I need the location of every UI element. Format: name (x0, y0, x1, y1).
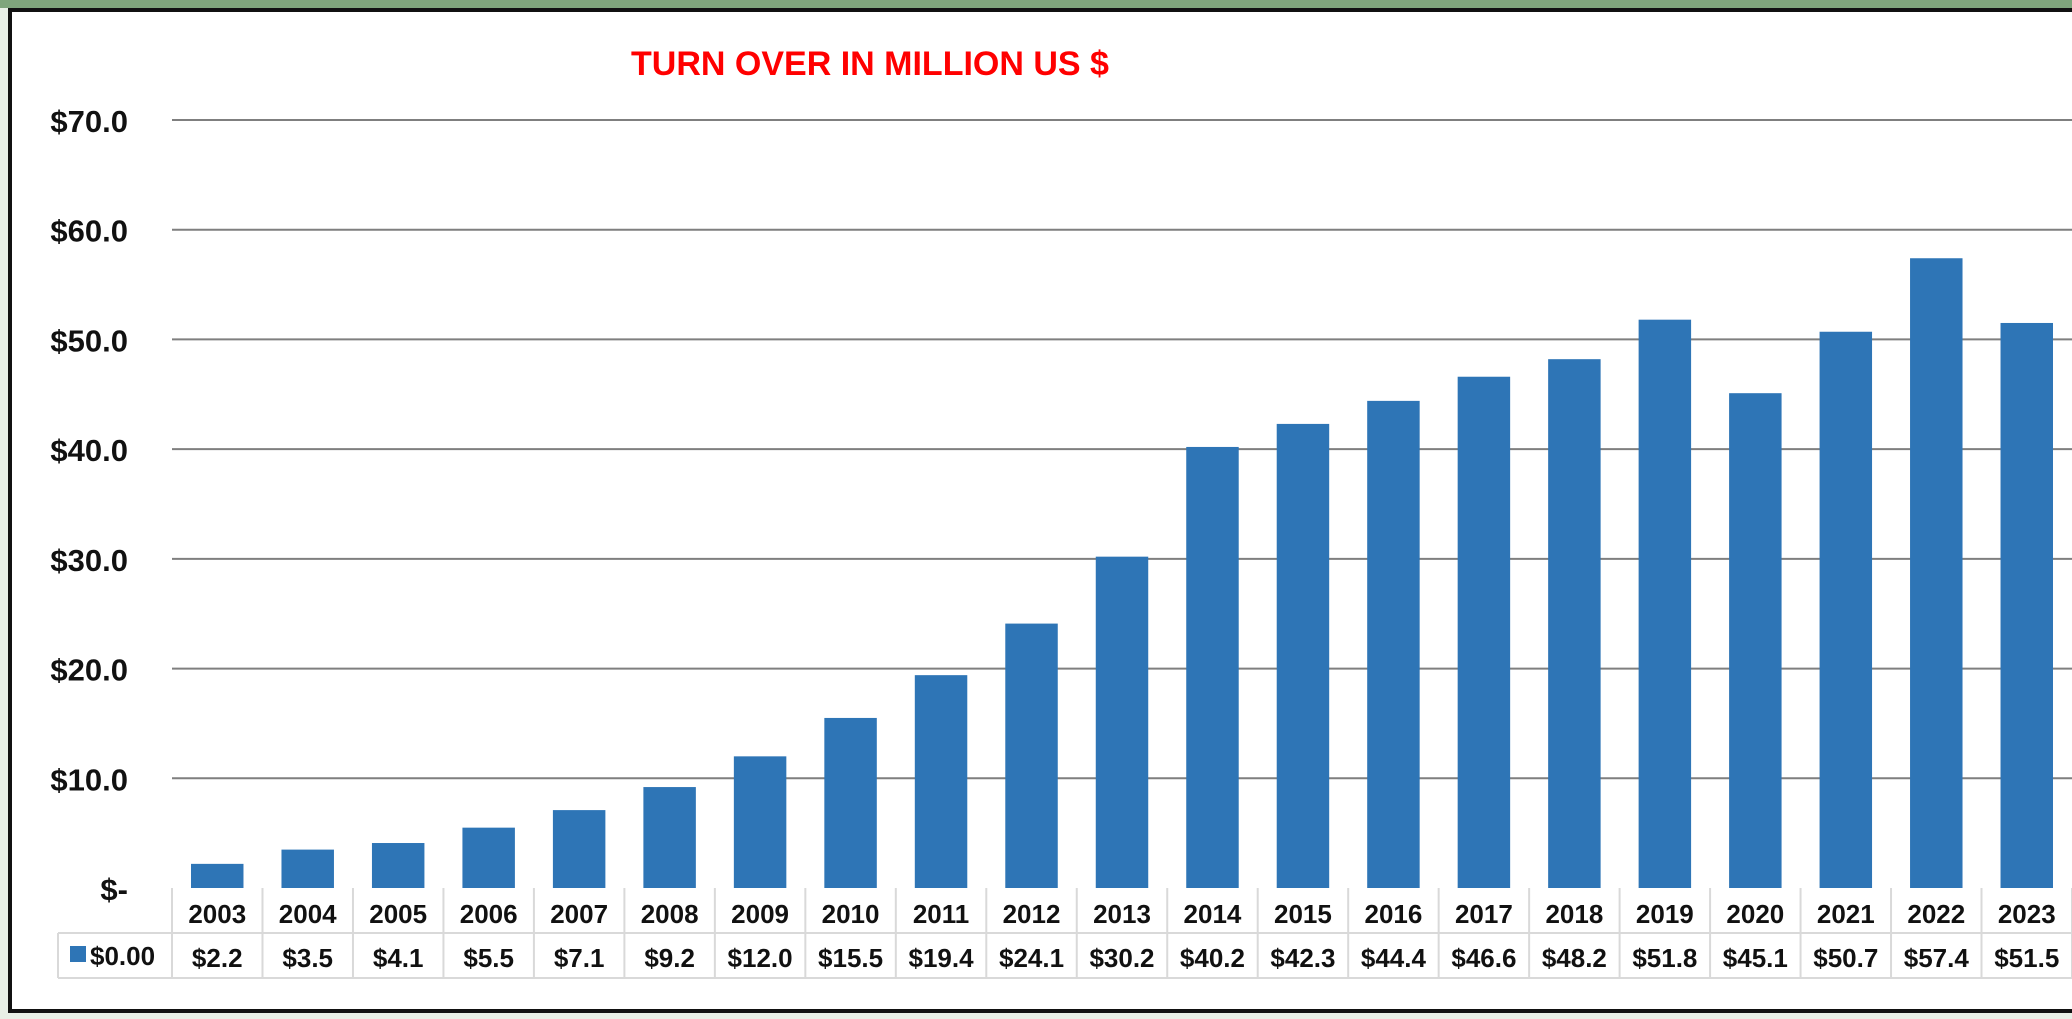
y-tick-label: $30.0 (50, 543, 128, 578)
chart-title: TURN OVER IN MILLION US $ (631, 45, 1109, 83)
data-table-value: $51.5 (1994, 943, 2059, 973)
bar (371, 843, 425, 888)
data-table-value: $57.4 (1904, 943, 1970, 973)
data-table-value: $4.1 (373, 943, 424, 973)
bar (1638, 319, 1692, 888)
x-tick-label: 2004 (279, 899, 337, 929)
data-table-value: $30.2 (1089, 943, 1154, 973)
legend-label: $0.00 (90, 941, 155, 971)
data-table-value: $51.8 (1632, 943, 1697, 973)
data-table-value: $50.7 (1813, 943, 1878, 973)
data-table-value: $40.2 (1180, 943, 1245, 973)
x-tick-label: 2020 (1726, 899, 1784, 929)
x-tick-label: 2012 (1003, 899, 1061, 929)
x-tick-label: 2021 (1817, 899, 1875, 929)
y-axis-ticks: $- $10.0 $20.0 $30.0 $40.0 $50.0 $60.0 $70.0 (50, 104, 128, 907)
x-tick-label: 2009 (731, 899, 789, 929)
data-table-value: $45.1 (1723, 943, 1788, 973)
x-tick-label: 2022 (1907, 899, 1965, 929)
bar (643, 787, 696, 888)
bar (1457, 376, 1511, 888)
data-table-value: $15.5 (818, 943, 883, 973)
bar (1186, 446, 1239, 888)
bar (1548, 359, 1601, 889)
bar (2000, 322, 2053, 888)
data-table-value: $9.2 (644, 943, 695, 973)
x-tick-label: 2014 (1184, 899, 1242, 929)
y-tick-label: $60.0 (50, 214, 128, 249)
data-table-value: $5.5 (463, 943, 514, 973)
bar (1276, 423, 1330, 888)
bar (914, 675, 968, 888)
bar (191, 863, 244, 888)
legend-swatch (70, 946, 86, 962)
background-decoration (0, 0, 2072, 8)
x-tick-label: 2007 (550, 899, 608, 929)
bar (281, 849, 334, 888)
bar (552, 810, 606, 888)
x-tick-label: 2015 (1274, 899, 1332, 929)
data-table-value: $7.1 (554, 943, 605, 973)
y-tick-label: $20.0 (50, 653, 128, 688)
data-table-value: $19.4 (909, 943, 975, 973)
x-tick-label: 2006 (460, 899, 518, 929)
x-tick-label: 2005 (369, 899, 427, 929)
bar (733, 756, 787, 888)
data-table-value: $42.3 (1270, 943, 1335, 973)
y-tick-label: $50.0 (50, 323, 128, 358)
data-table-value: $44.4 (1361, 943, 1427, 973)
y-tick-label: $- (100, 872, 128, 907)
x-tick-label: 2013 (1093, 899, 1151, 929)
x-tick-label: 2003 (188, 899, 246, 929)
x-tick-label: 2023 (1998, 899, 2056, 929)
x-tick-label: 2016 (1365, 899, 1423, 929)
bar (1910, 258, 1963, 888)
data-table-value: $2.2 (192, 943, 243, 973)
data-table: 2003 $2.2 2004 $3.5 2005 $4.1 2006 $5.5 2007 $7.1… (57, 888, 2072, 979)
x-tick-label: 2008 (641, 899, 699, 929)
data-table-value: $24.1 (999, 943, 1064, 973)
x-tick-label: 2017 (1455, 899, 1513, 929)
y-tick-label: $10.0 (50, 762, 128, 797)
bar (1367, 400, 1420, 888)
data-table-value: $3.5 (282, 943, 333, 973)
bar (1729, 393, 1782, 888)
x-tick-label: 2010 (822, 899, 880, 929)
bar (1819, 331, 1873, 889)
data-table-value: $48.2 (1542, 943, 1607, 973)
data-table-value: $46.6 (1451, 943, 1516, 973)
x-tick-label: 2018 (1545, 899, 1603, 929)
x-tick-label: 2011 (913, 899, 969, 929)
bar (1095, 556, 1149, 888)
y-tick-label: $70.0 (50, 104, 128, 139)
bar (824, 717, 877, 888)
y-tick-label: $40.0 (50, 433, 128, 468)
bar (1005, 623, 1058, 888)
bars (191, 258, 2053, 889)
bar (462, 827, 515, 888)
data-table-value: $12.0 (728, 943, 793, 973)
x-tick-label: 2019 (1636, 899, 1694, 929)
